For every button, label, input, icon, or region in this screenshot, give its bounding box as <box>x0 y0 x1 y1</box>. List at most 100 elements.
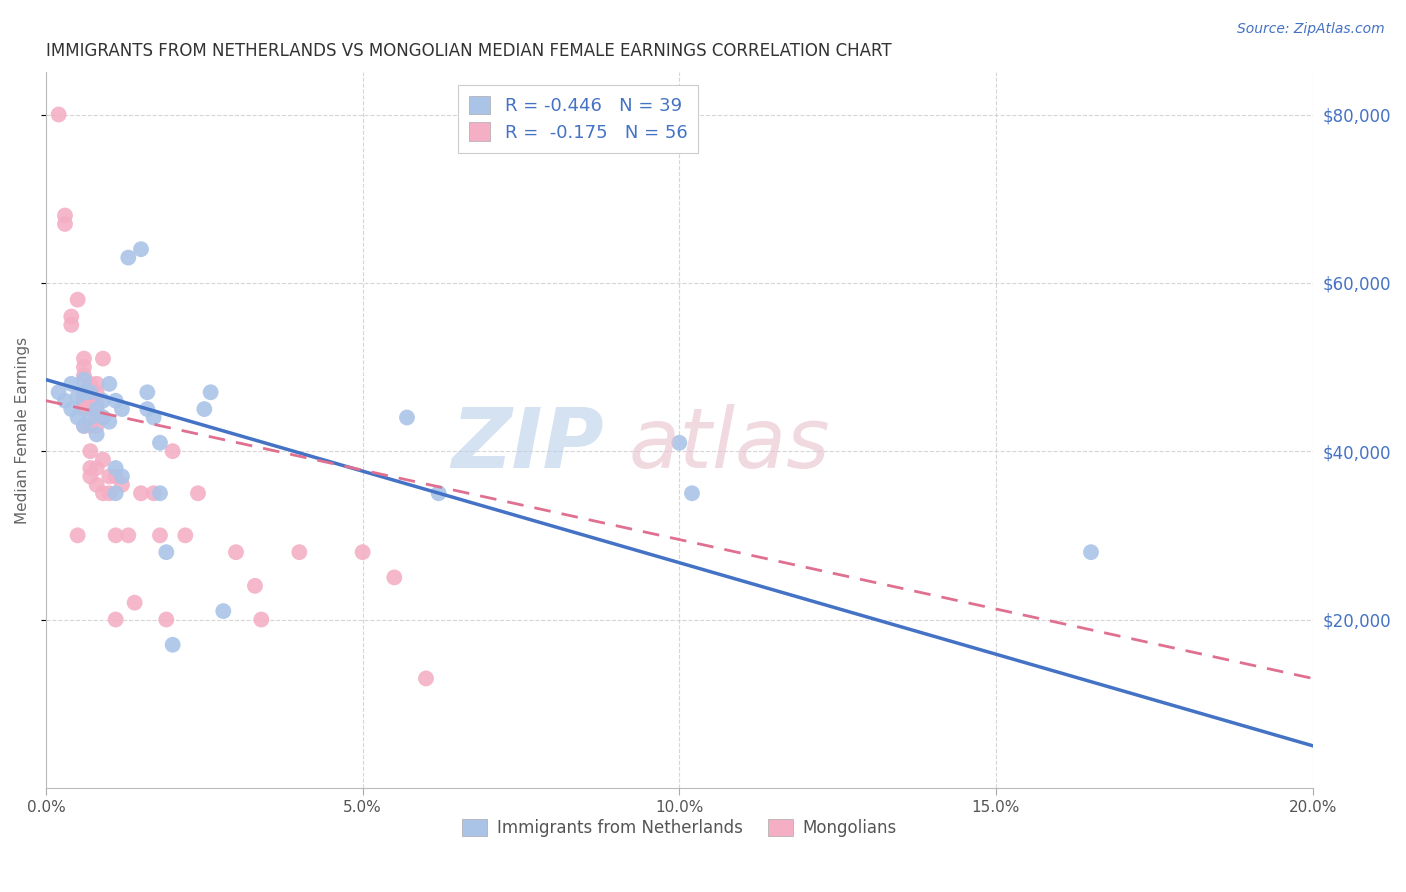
Point <box>91 486 114 500</box>
Point <box>104 461 127 475</box>
Point <box>104 393 127 408</box>
Point <box>668 435 690 450</box>
Point <box>149 435 172 450</box>
Point <box>104 613 127 627</box>
Point <box>86 410 108 425</box>
Point <box>60 376 83 391</box>
Point <box>86 418 108 433</box>
Point <box>129 242 152 256</box>
Point <box>73 418 96 433</box>
Point <box>681 486 703 500</box>
Point <box>98 469 121 483</box>
Point <box>66 528 89 542</box>
Point <box>98 415 121 429</box>
Point <box>427 486 450 500</box>
Point <box>79 410 101 425</box>
Point <box>91 393 114 408</box>
Point <box>73 385 96 400</box>
Text: atlas: atlas <box>628 404 831 485</box>
Point <box>124 596 146 610</box>
Point <box>149 486 172 500</box>
Point <box>225 545 247 559</box>
Point <box>200 385 222 400</box>
Point <box>79 469 101 483</box>
Point <box>415 672 437 686</box>
Point <box>91 410 114 425</box>
Point <box>86 376 108 391</box>
Point <box>142 410 165 425</box>
Point <box>212 604 235 618</box>
Point <box>48 385 70 400</box>
Point <box>53 217 76 231</box>
Point <box>79 444 101 458</box>
Point <box>129 486 152 500</box>
Text: ZIP: ZIP <box>451 404 603 485</box>
Point <box>73 393 96 408</box>
Point <box>1080 545 1102 559</box>
Point <box>60 318 83 332</box>
Point <box>73 368 96 383</box>
Point <box>79 461 101 475</box>
Point <box>86 398 108 412</box>
Point <box>91 410 114 425</box>
Point <box>91 452 114 467</box>
Point <box>104 528 127 542</box>
Point <box>98 376 121 391</box>
Point <box>66 293 89 307</box>
Point <box>86 427 108 442</box>
Point <box>73 402 96 417</box>
Point <box>79 376 101 391</box>
Point <box>79 418 101 433</box>
Point <box>86 385 108 400</box>
Point <box>79 385 101 400</box>
Point <box>86 402 108 417</box>
Point <box>73 418 96 433</box>
Point <box>104 469 127 483</box>
Point <box>98 486 121 500</box>
Point <box>382 570 405 584</box>
Y-axis label: Median Female Earnings: Median Female Earnings <box>15 336 30 524</box>
Point <box>111 402 134 417</box>
Point <box>73 385 96 400</box>
Point <box>73 359 96 374</box>
Point <box>187 486 209 500</box>
Point <box>60 402 83 417</box>
Text: IMMIGRANTS FROM NETHERLANDS VS MONGOLIAN MEDIAN FEMALE EARNINGS CORRELATION CHAR: IMMIGRANTS FROM NETHERLANDS VS MONGOLIAN… <box>46 42 891 60</box>
Point <box>111 478 134 492</box>
Point <box>66 410 89 425</box>
Point <box>73 389 96 403</box>
Point <box>48 107 70 121</box>
Point <box>91 351 114 366</box>
Text: Source: ZipAtlas.com: Source: ZipAtlas.com <box>1237 22 1385 37</box>
Point <box>86 461 108 475</box>
Point <box>66 389 89 403</box>
Point <box>117 251 139 265</box>
Point <box>53 393 76 408</box>
Point <box>288 545 311 559</box>
Point <box>73 351 96 366</box>
Point <box>352 545 374 559</box>
Point <box>104 486 127 500</box>
Point <box>142 486 165 500</box>
Point <box>86 478 108 492</box>
Point <box>53 209 76 223</box>
Point <box>73 373 96 387</box>
Point <box>395 410 418 425</box>
Point <box>136 385 159 400</box>
Point <box>136 402 159 417</box>
Point <box>155 613 177 627</box>
Point <box>174 528 197 542</box>
Point <box>117 528 139 542</box>
Point <box>60 310 83 324</box>
Point <box>79 385 101 400</box>
Point <box>73 398 96 412</box>
Point <box>111 469 134 483</box>
Point <box>250 613 273 627</box>
Point <box>162 638 184 652</box>
Point <box>162 444 184 458</box>
Point <box>193 402 215 417</box>
Point <box>155 545 177 559</box>
Legend: Immigrants from Netherlands, Mongolians: Immigrants from Netherlands, Mongolians <box>456 813 904 844</box>
Point <box>243 579 266 593</box>
Point <box>79 393 101 408</box>
